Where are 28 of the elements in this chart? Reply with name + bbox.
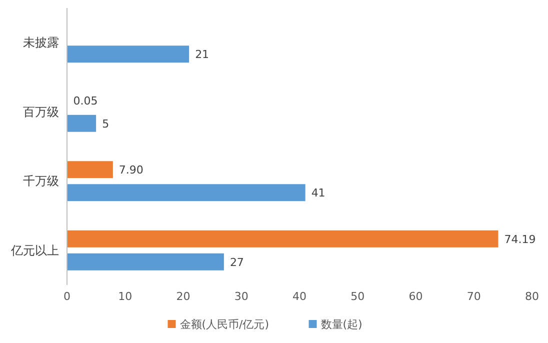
data-label: 21 xyxy=(195,48,210,62)
bar xyxy=(67,46,190,63)
data-label: 27 xyxy=(230,256,244,269)
x-tick-label: 70 xyxy=(466,290,481,303)
data-label: 41 xyxy=(311,186,326,200)
x-tick-label: 40 xyxy=(292,290,306,303)
x-tick-label: 30 xyxy=(234,290,248,303)
x-tick-label: 10 xyxy=(118,290,132,303)
data-label: 74.19 xyxy=(504,232,536,246)
legend-label: 数量(起) xyxy=(320,318,362,331)
legend-label: 金额(人民币/亿元) xyxy=(180,318,270,331)
data-label: 7.90 xyxy=(118,164,144,177)
x-tick-label: 60 xyxy=(408,290,423,303)
bar xyxy=(67,184,306,202)
bar xyxy=(67,253,224,270)
bar xyxy=(67,161,113,178)
data-label: 0.05 xyxy=(73,94,98,108)
x-tick-label: 80 xyxy=(525,290,539,303)
x-tick-label: 0 xyxy=(64,290,70,303)
data-label: 5 xyxy=(102,117,110,130)
x-tick-label: 50 xyxy=(350,290,365,303)
y-tick-label: 亿元以上 xyxy=(10,243,59,258)
y-tick-label: 百万级 xyxy=(23,104,59,119)
y-tick-label: 未披露 xyxy=(23,36,59,50)
y-tick-label: 千万级 xyxy=(23,174,59,188)
bar xyxy=(67,114,96,132)
x-tick-label: 20 xyxy=(176,290,190,303)
bar xyxy=(67,230,498,248)
